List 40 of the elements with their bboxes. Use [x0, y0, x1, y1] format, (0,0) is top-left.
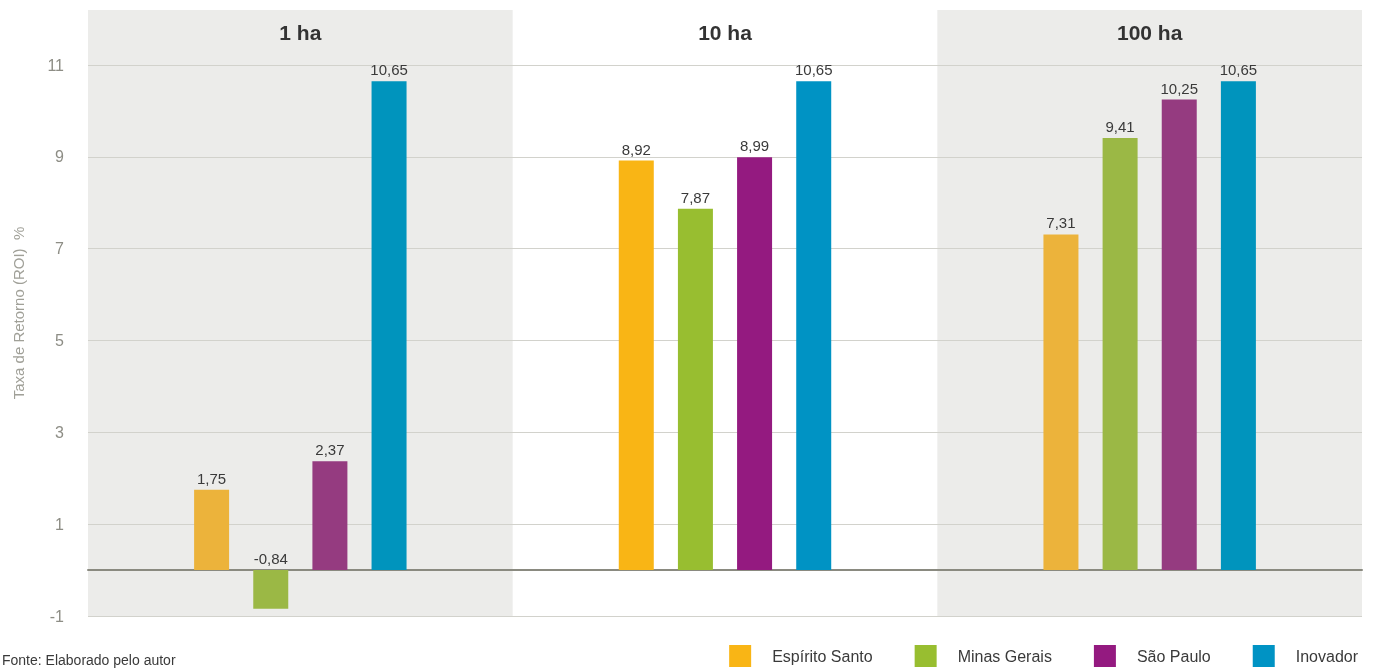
bar	[253, 570, 289, 609]
legend-label: São Paulo	[1136, 647, 1211, 665]
data-label: 8,92	[621, 140, 651, 158]
data-label: 10,25	[1160, 79, 1199, 97]
data-label: 10,65	[794, 61, 833, 79]
bar	[618, 160, 654, 571]
legend-label: Minas Gerais	[957, 647, 1052, 665]
legend-label: Inovador	[1295, 647, 1359, 665]
y-tick-label: 9	[55, 148, 65, 166]
data-label: 1,75	[197, 469, 227, 487]
data-label: -0,84	[253, 550, 288, 568]
bar	[677, 208, 713, 571]
bar	[312, 461, 348, 571]
legend-label: Espírito Santo	[772, 647, 873, 665]
y-tick-label: 5	[55, 332, 65, 350]
x-tick-label: 10 ha	[698, 21, 753, 44]
bar	[194, 489, 230, 571]
bar	[1161, 99, 1197, 571]
data-label: 7,31	[1046, 214, 1076, 232]
y-tick-label: 7	[55, 240, 65, 258]
data-label: 2,37	[315, 441, 345, 459]
data-label: 9,41	[1105, 118, 1135, 136]
data-label: 10,65	[370, 61, 408, 79]
source-note: Fonte: Elaborado pelo autor	[2, 652, 176, 668]
x-tick-label: 100 ha	[1116, 21, 1183, 44]
y-tick-label: 3	[55, 423, 65, 441]
bar	[1102, 138, 1138, 571]
bar	[1043, 234, 1079, 571]
y-tick-label: 1	[55, 515, 65, 533]
data-label: 7,87	[680, 188, 711, 206]
data-label: 10,65	[1219, 61, 1258, 79]
bar	[737, 157, 773, 571]
bar	[796, 81, 832, 571]
data-label: 8,99	[739, 137, 770, 155]
y-axis-title: Taxa de Retorno (ROI) %	[10, 226, 27, 400]
bar	[1220, 81, 1256, 571]
y-tick-label: 11	[47, 56, 65, 74]
y-tick-label: -1	[49, 607, 65, 625]
x-tick-label: 1 ha	[279, 21, 322, 44]
bar	[371, 81, 407, 571]
